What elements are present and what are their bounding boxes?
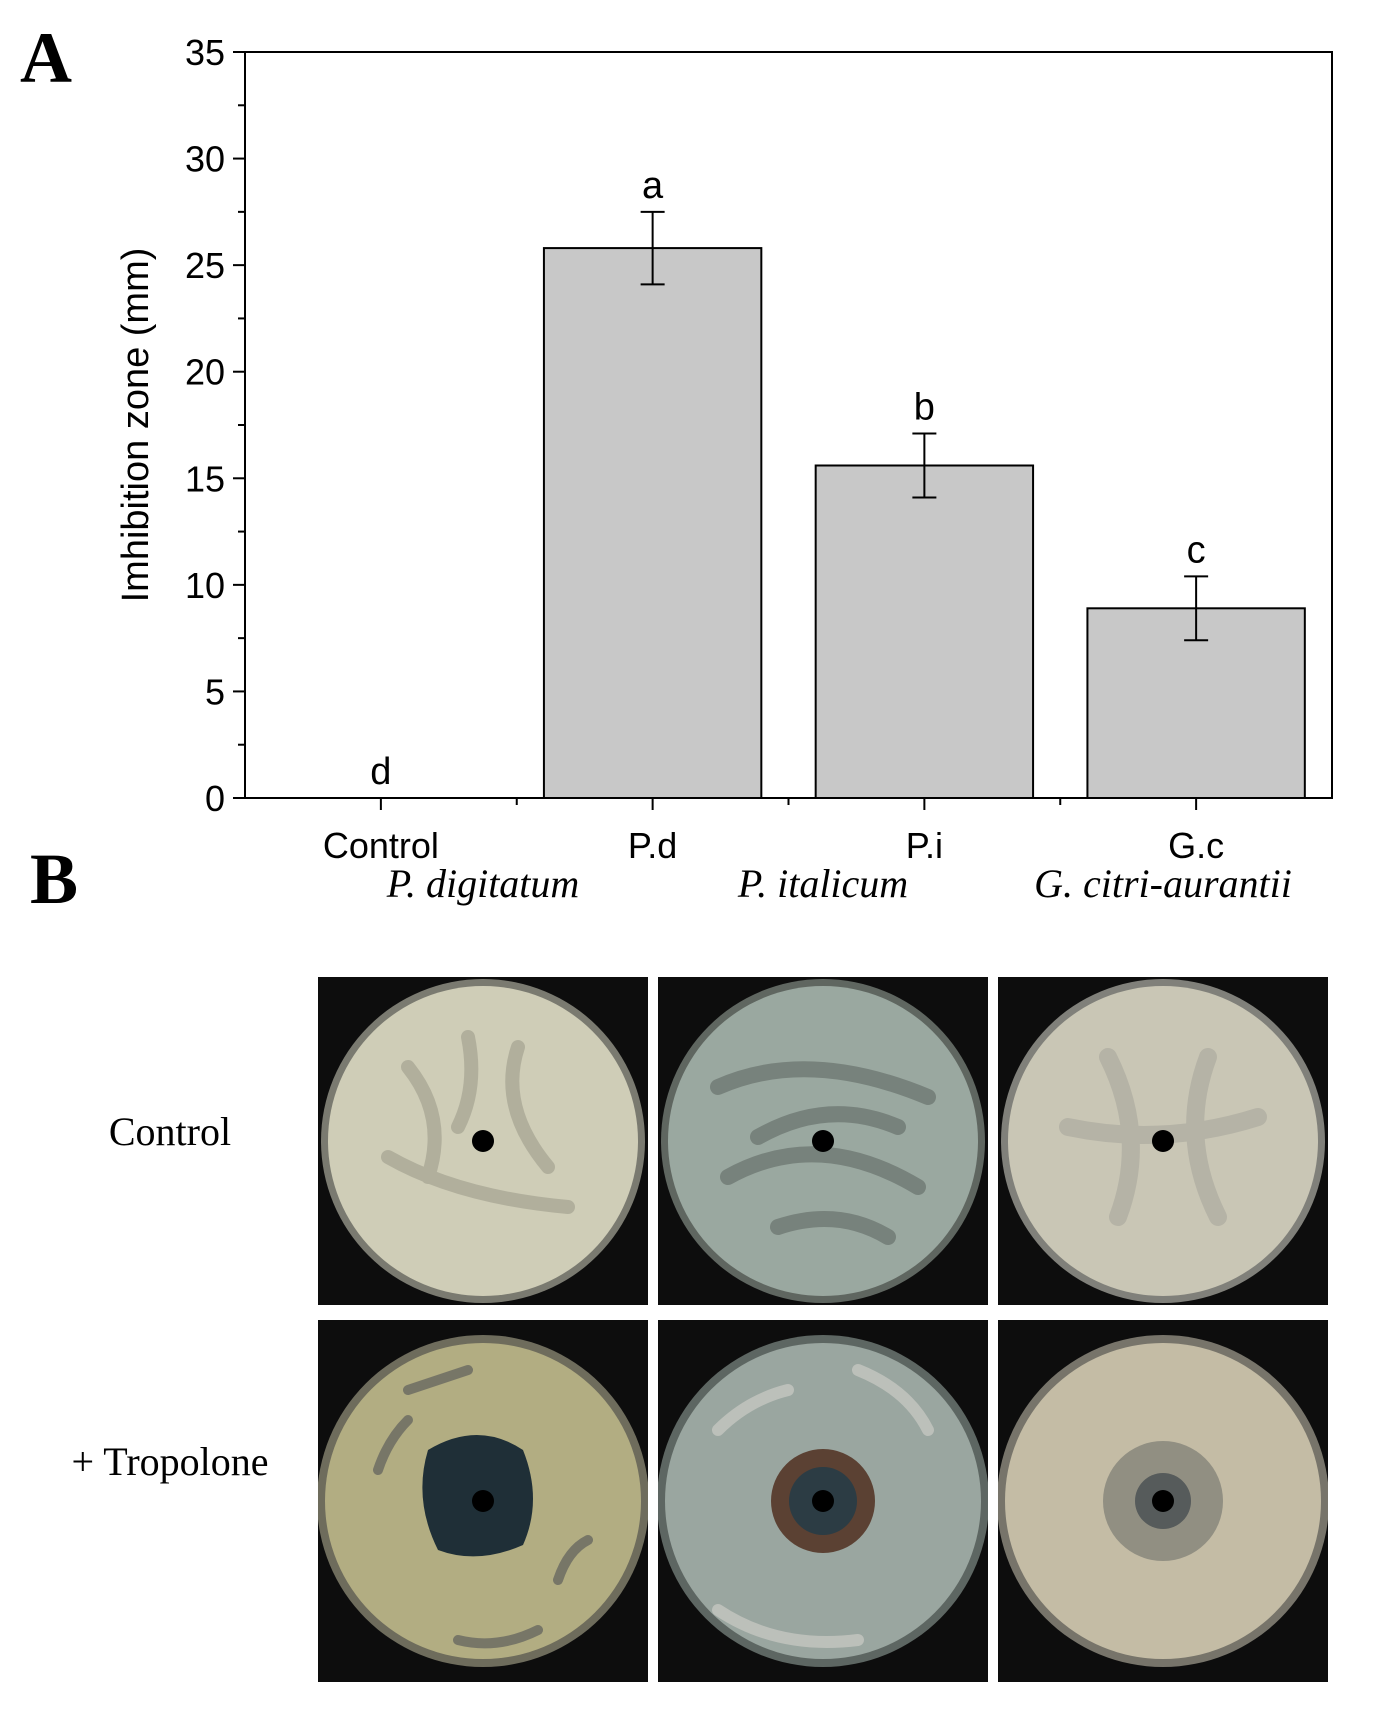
y-tick-label: 5 — [205, 671, 225, 712]
significance-letter: a — [642, 165, 664, 207]
row-label-control: Control — [108, 1109, 232, 1154]
chart-axes: 0 5 10 15 20 25 30 35 Control P.d P.i G.c — [185, 32, 1333, 866]
plate-photo-g-citri-aurantii-tropolone — [998, 1320, 1328, 1682]
plate-photo-g-citri-aurantii-control — [998, 977, 1328, 1305]
panel-a-label: A — [20, 18, 72, 98]
species-label-g-citri-aurantii: G. citri-aurantii — [1034, 861, 1292, 906]
x-tick-label: Control — [323, 825, 439, 866]
y-tick-label: 15 — [185, 458, 225, 499]
plate-photo-p-digitatum-control — [318, 977, 648, 1305]
y-tick-label: 20 — [185, 352, 225, 393]
plate-photo-p-digitatum-tropolone — [318, 1320, 648, 1682]
y-tick-label: 0 — [205, 778, 225, 819]
plate-photo-p-italicum-tropolone — [658, 1320, 988, 1682]
y-tick-label: 35 — [185, 32, 225, 73]
x-tick-label: P.i — [906, 825, 943, 866]
bar — [542, 247, 763, 799]
y-axis-label: Imhibition zone (mm) — [115, 248, 157, 603]
significance-letter: d — [370, 751, 391, 793]
y-tick-label: 30 — [185, 139, 225, 180]
row-label-tropolone: + Tropolone — [71, 1439, 269, 1484]
panel-b-label: B — [30, 839, 79, 919]
species-label-p-digitatum: P. digitatum — [386, 861, 580, 906]
y-tick-label: 10 — [185, 565, 225, 606]
x-tick-label: P.d — [628, 825, 677, 866]
species-label-p-italicum: P. italicum — [737, 861, 909, 906]
bar — [814, 464, 1035, 799]
significance-letter: b — [914, 387, 935, 429]
y-tick-label: 25 — [185, 245, 225, 286]
bars: d a b c — [370, 165, 1306, 799]
bar-chart: Imhibition zone (mm) 0 5 10 15 20 25 30 35 Contr… — [115, 32, 1333, 866]
y-axis-label-group: Imhibition zone (mm) — [115, 248, 157, 603]
plate-photo-p-italicum-control — [658, 977, 988, 1305]
significance-letter: c — [1187, 529, 1206, 571]
x-tick-label: G.c — [1168, 825, 1224, 866]
